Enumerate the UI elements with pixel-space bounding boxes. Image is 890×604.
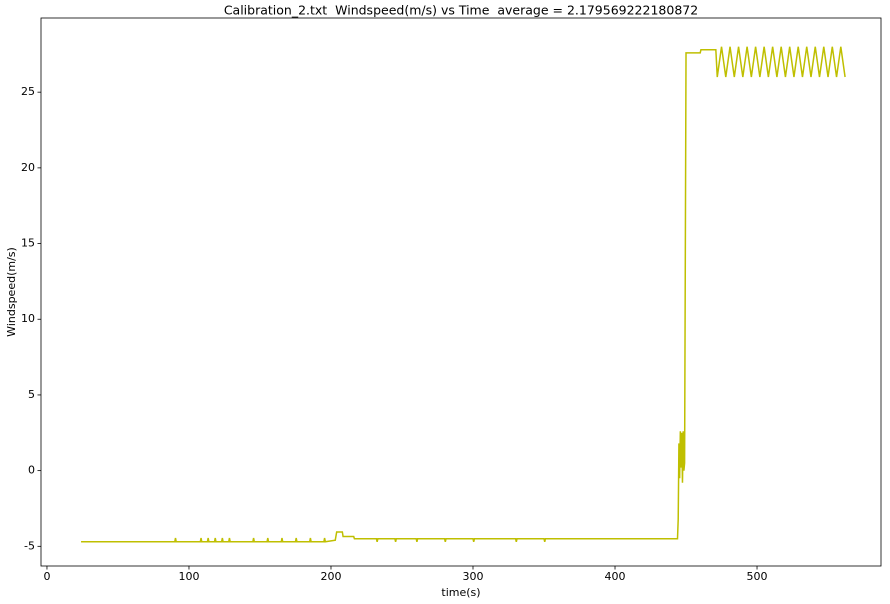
y-tick-label: 0 [28,464,35,477]
y-tick-label: 15 [21,237,35,250]
y-tick-label: 10 [21,312,35,325]
x-tick-label: 200 [320,570,341,583]
x-tick-label: 100 [178,570,199,583]
x-tick-label: 300 [463,570,484,583]
x-tick-label: 400 [605,570,626,583]
x-tick-label: 500 [747,570,768,583]
y-axis-label: Windspeed(m/s) [5,247,18,337]
y-tick-label: -5 [24,539,35,552]
x-tick-label: 0 [43,570,50,583]
x-axis-label: time(s) [441,586,480,599]
data-line [81,46,846,543]
plot-frame [40,17,882,567]
y-tick-label: 20 [21,161,35,174]
y-tick-label: 5 [28,388,35,401]
y-tick-label: 25 [21,85,35,98]
chart-title: Calibration_2.txt Windspeed(m/s) vs Time… [224,3,698,18]
